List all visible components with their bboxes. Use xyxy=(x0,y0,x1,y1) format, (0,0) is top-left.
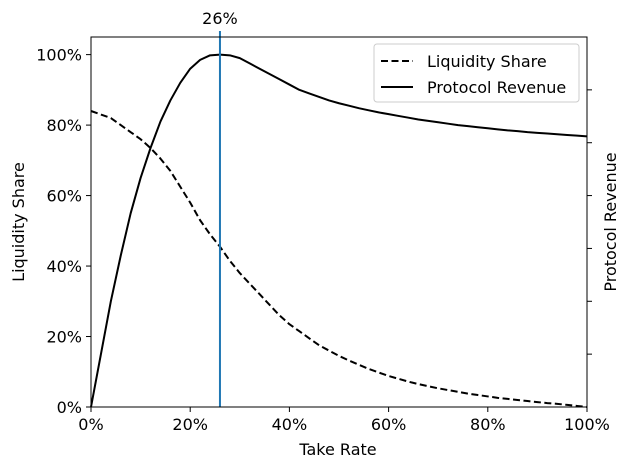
y-tick-label: 0% xyxy=(57,398,82,417)
legend-label: Liquidity Share xyxy=(427,52,547,71)
legend-label: Protocol Revenue xyxy=(427,78,566,97)
y-tick-label: 80% xyxy=(46,116,82,135)
x-tick-label: 100% xyxy=(564,415,610,434)
legend-box xyxy=(373,43,580,103)
x-tick-label: 40% xyxy=(272,415,308,434)
legend: Liquidity Share Protocol Revenue xyxy=(373,43,580,103)
y-axis-title: Liquidity Share xyxy=(9,162,28,282)
x-tick-label: 0% xyxy=(78,415,103,434)
y-tick-label: 20% xyxy=(46,328,82,347)
x-tick-label: 80% xyxy=(470,415,506,434)
series-line-protocol-revenue xyxy=(90,53,588,408)
y-tick-label: 40% xyxy=(46,257,82,276)
x-axis-title: Take Rate xyxy=(298,440,376,459)
series-line-liquidity-share xyxy=(90,110,588,408)
axes-frame xyxy=(90,36,588,408)
y-tick-label: 60% xyxy=(46,187,82,206)
marker-label: 26% xyxy=(202,9,238,28)
y-tick-label: 100% xyxy=(36,46,82,65)
y2-axis-title: Protocol Revenue xyxy=(601,152,620,291)
series-layer xyxy=(90,53,588,408)
axes-layer: 0% 20% 40% 60% 80% 100% 0% 20% 40% 60% 80% 100% xyxy=(36,36,610,434)
x-tick-label: 60% xyxy=(371,415,407,434)
annotation-layer: 26% xyxy=(202,9,238,407)
x-tick-label: 20% xyxy=(172,415,208,434)
